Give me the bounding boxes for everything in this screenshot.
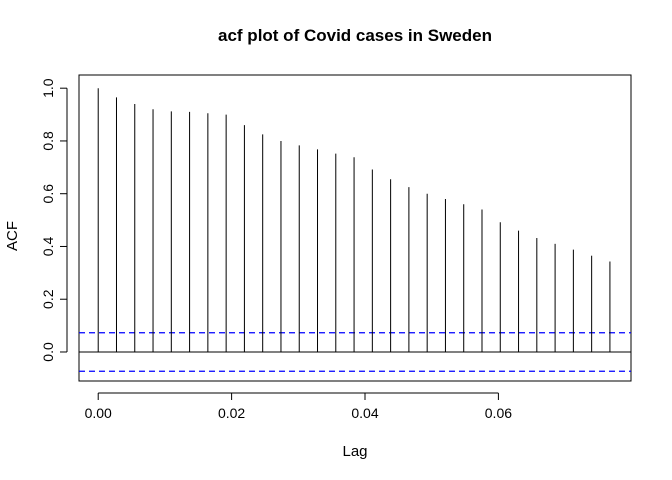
plot-frame xyxy=(78,74,632,382)
x-tick-label: 0.02 xyxy=(218,405,245,421)
y-tick-label: 0.8 xyxy=(40,131,56,151)
y-tick-label: 0.0 xyxy=(40,342,56,362)
y-tick-label: 0.4 xyxy=(40,237,56,257)
x-tick-label: 0.04 xyxy=(351,405,378,421)
y-axis-label: ACF xyxy=(4,221,21,251)
y-tick-label: 0.6 xyxy=(40,184,56,204)
plot-area: 0.00 0.02 0.04 0.06 0.0 0.2 0.4 0.6 0.8 1.0 xyxy=(40,74,632,421)
x-tick-label: 0.00 xyxy=(85,405,112,421)
chart-title: acf plot of Covid cases in Sweden xyxy=(218,26,492,45)
x-axis-label: Lag xyxy=(342,443,367,460)
y-tick-label: 0.2 xyxy=(40,289,56,309)
y-tick-label: 1.0 xyxy=(40,78,56,98)
x-tick-label: 0.06 xyxy=(485,405,512,421)
